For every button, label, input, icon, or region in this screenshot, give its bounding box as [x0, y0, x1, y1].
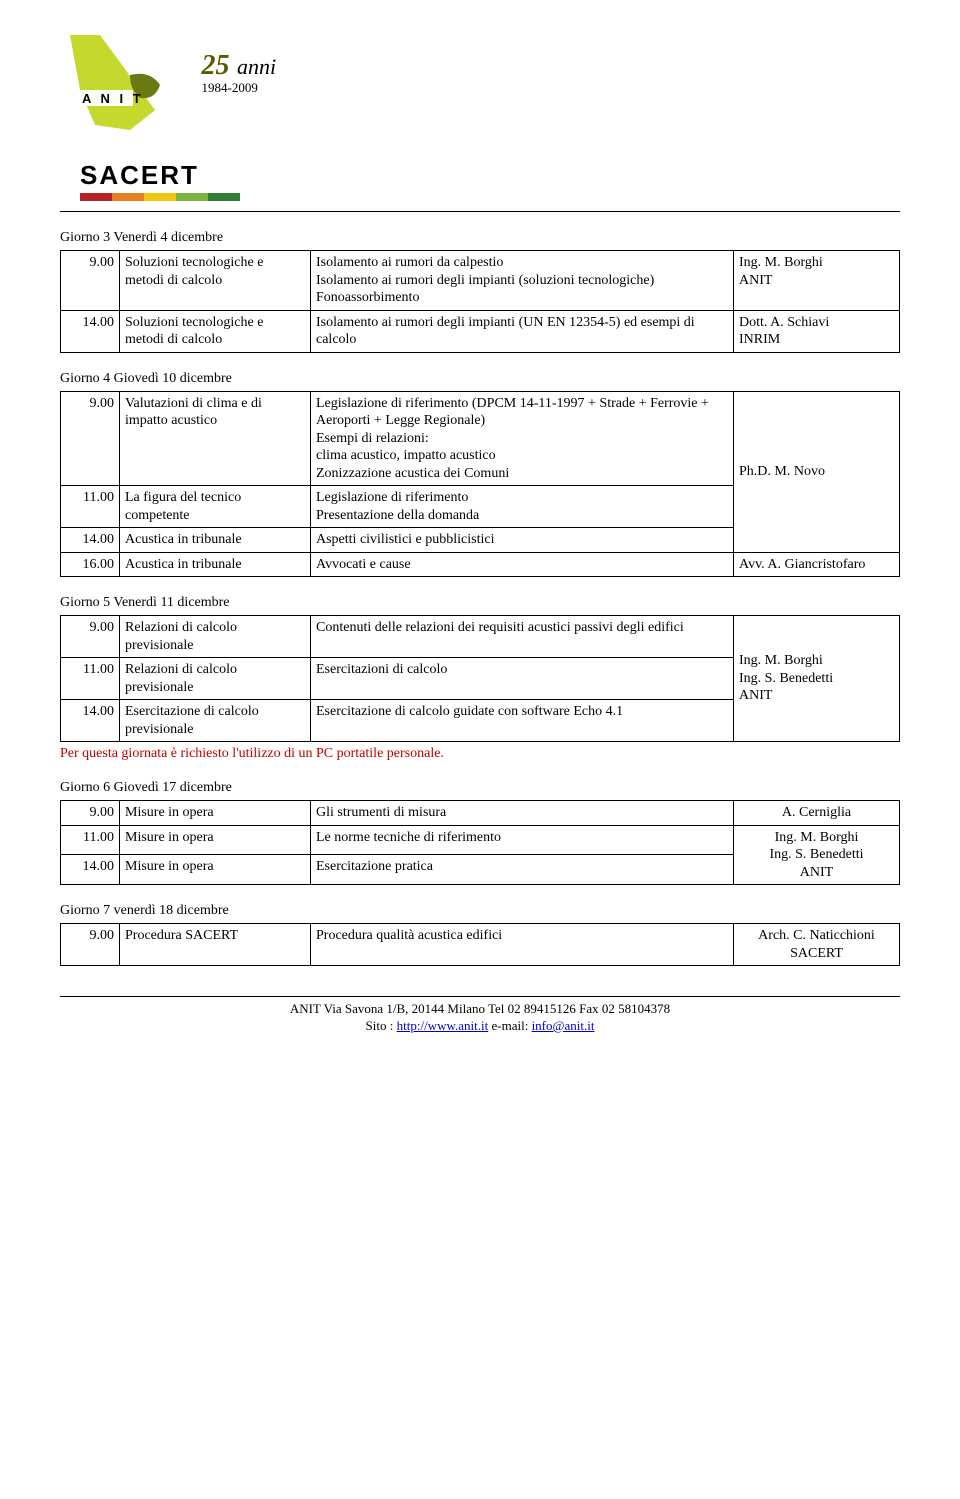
- topic-cell: Soluzioni tecnologiche e metodi di calco…: [120, 310, 311, 352]
- page-footer: ANIT Via Savona 1/B, 20144 Milano Tel 02…: [60, 996, 900, 1035]
- table-row: 9.00 Relazioni di calcolo previsionale C…: [61, 616, 900, 658]
- footer-line1: ANIT Via Savona 1/B, 20144 Milano Tel 02…: [60, 1001, 900, 1018]
- time-cell: 14.00: [61, 310, 120, 352]
- table-row: 9.00 Valutazioni di clima e di impatto a…: [61, 391, 900, 486]
- desc-cell: Isolamento ai rumori degli impianti (UN …: [311, 310, 734, 352]
- desc-cell: Le norme tecniche di riferimento: [311, 825, 734, 855]
- topic-cell: Relazioni di calcolo previsionale: [120, 616, 311, 658]
- time-cell: 14.00: [61, 528, 120, 553]
- desc-cell: Esercitazione pratica: [311, 855, 734, 885]
- header-divider: [60, 211, 900, 212]
- time-cell: 9.00: [61, 801, 120, 826]
- footer-site-link[interactable]: http://www.anit.it: [397, 1018, 489, 1033]
- speaker-cell: Ing. M. BorghiIng. S. BenedettiANIT: [734, 825, 900, 885]
- table-row: 9.00 Soluzioni tecnologiche e metodi di …: [61, 251, 900, 311]
- table-row: 9.00 Procedura SACERT Procedura qualità …: [61, 924, 900, 966]
- anit-text: A N I T: [82, 91, 144, 106]
- table-row: 16.00 Acustica in tribunale Avvocati e c…: [61, 552, 900, 577]
- desc-cell: Gli strumenti di misura: [311, 801, 734, 826]
- desc-cell: Contenuti delle relazioni dei requisiti …: [311, 616, 734, 658]
- topic-cell: Valutazioni di clima e di impatto acusti…: [120, 391, 311, 486]
- day5-table: 9.00 Relazioni di calcolo previsionale C…: [60, 615, 900, 742]
- speaker-cell: Ph.D. M. Novo: [734, 391, 900, 552]
- topic-cell: Acustica in tribunale: [120, 552, 311, 577]
- speaker-cell: Avv. A. Giancristofaro: [734, 552, 900, 577]
- desc-cell: Esercitazioni di calcolo: [311, 658, 734, 700]
- footer-email-link[interactable]: info@anit.it: [532, 1018, 595, 1033]
- footer-site-label: Sito :: [366, 1018, 397, 1033]
- anni-number: 25: [202, 50, 230, 81]
- speaker-cell: Arch. C. NaticchioniSACERT: [734, 924, 900, 966]
- day7-table: 9.00 Procedura SACERT Procedura qualità …: [60, 923, 900, 966]
- anni-word: anni: [237, 54, 276, 79]
- topic-cell: Esercitazione di calcolo previsionale: [120, 700, 311, 742]
- time-cell: 11.00: [61, 658, 120, 700]
- speaker-cell: Dott. A. SchiaviINRIM: [734, 310, 900, 352]
- speaker-cell: Ing. M. BorghiANIT: [734, 251, 900, 311]
- time-cell: 11.00: [61, 825, 120, 855]
- day4-table: 9.00 Valutazioni di clima e di impatto a…: [60, 391, 900, 578]
- desc-cell: Avvocati e cause: [311, 552, 734, 577]
- time-cell: 11.00: [61, 486, 120, 528]
- time-cell: 16.00: [61, 552, 120, 577]
- time-cell: 9.00: [61, 616, 120, 658]
- footer-line2: Sito : http://www.anit.it e-mail: info@a…: [60, 1018, 900, 1035]
- day3-title: Giorno 3 Venerdì 4 dicembre: [60, 230, 900, 246]
- table-row: 11.00 Misure in opera Le norme tecniche …: [61, 825, 900, 855]
- anni-years: 1984-2009: [202, 80, 277, 96]
- day3-table: 9.00 Soluzioni tecnologiche e metodi di …: [60, 250, 900, 353]
- desc-cell: Esercitazione di calcolo guidate con sof…: [311, 700, 734, 742]
- time-cell: 14.00: [61, 700, 120, 742]
- day4-title: Giorno 4 Giovedì 10 dicembre: [60, 371, 900, 387]
- topic-cell: Procedura SACERT: [120, 924, 311, 966]
- topic-cell: Relazioni di calcolo previsionale: [120, 658, 311, 700]
- desc-cell: Legislazione di riferimento (DPCM 14-11-…: [311, 391, 734, 486]
- desc-cell: Legislazione di riferimentoPresentazione…: [311, 486, 734, 528]
- speaker-cell: A. Cerniglia: [734, 801, 900, 826]
- sacert-text: SACERT: [80, 160, 199, 190]
- time-cell: 9.00: [61, 924, 120, 966]
- sacert-bars: [80, 193, 240, 201]
- desc-cell: Procedura qualità acustica edifici: [311, 924, 734, 966]
- speaker-cell: Ing. M. BorghiIng. S. BenedettiANIT: [734, 616, 900, 742]
- time-cell: 9.00: [61, 391, 120, 486]
- table-row: 14.00 Soluzioni tecnologiche e metodi di…: [61, 310, 900, 352]
- day6-title: Giorno 6 Giovedì 17 dicembre: [60, 780, 900, 796]
- table-row: 9.00 Misure in opera Gli strumenti di mi…: [61, 801, 900, 826]
- desc-cell: Isolamento ai rumori da calpestioIsolame…: [311, 251, 734, 311]
- topic-cell: Soluzioni tecnologiche e metodi di calco…: [120, 251, 311, 311]
- topic-cell: Acustica in tribunale: [120, 528, 311, 553]
- day5-note: Per questa giornata è richiesto l'utiliz…: [60, 746, 900, 762]
- anit-logo: A N I T: [60, 30, 190, 140]
- topic-cell: La figura del tecnico competente: [120, 486, 311, 528]
- sacert-logo: SACERT: [80, 160, 900, 201]
- footer-email-label: e-mail:: [488, 1018, 531, 1033]
- anniversary-text: 25 anni 1984-2009: [202, 50, 277, 96]
- desc-cell: Aspetti civilistici e pubblicistici: [311, 528, 734, 553]
- day7-title: Giorno 7 venerdì 18 dicembre: [60, 903, 900, 919]
- time-cell: 14.00: [61, 855, 120, 885]
- day6-table: 9.00 Misure in opera Gli strumenti di mi…: [60, 800, 900, 885]
- header-logos: A N I T 25 anni 1984-2009 SACERT: [60, 30, 900, 201]
- day5-title: Giorno 5 Venerdì 11 dicembre: [60, 595, 900, 611]
- topic-cell: Misure in opera: [120, 801, 311, 826]
- topic-cell: Misure in opera: [120, 855, 311, 885]
- topic-cell: Misure in opera: [120, 825, 311, 855]
- time-cell: 9.00: [61, 251, 120, 311]
